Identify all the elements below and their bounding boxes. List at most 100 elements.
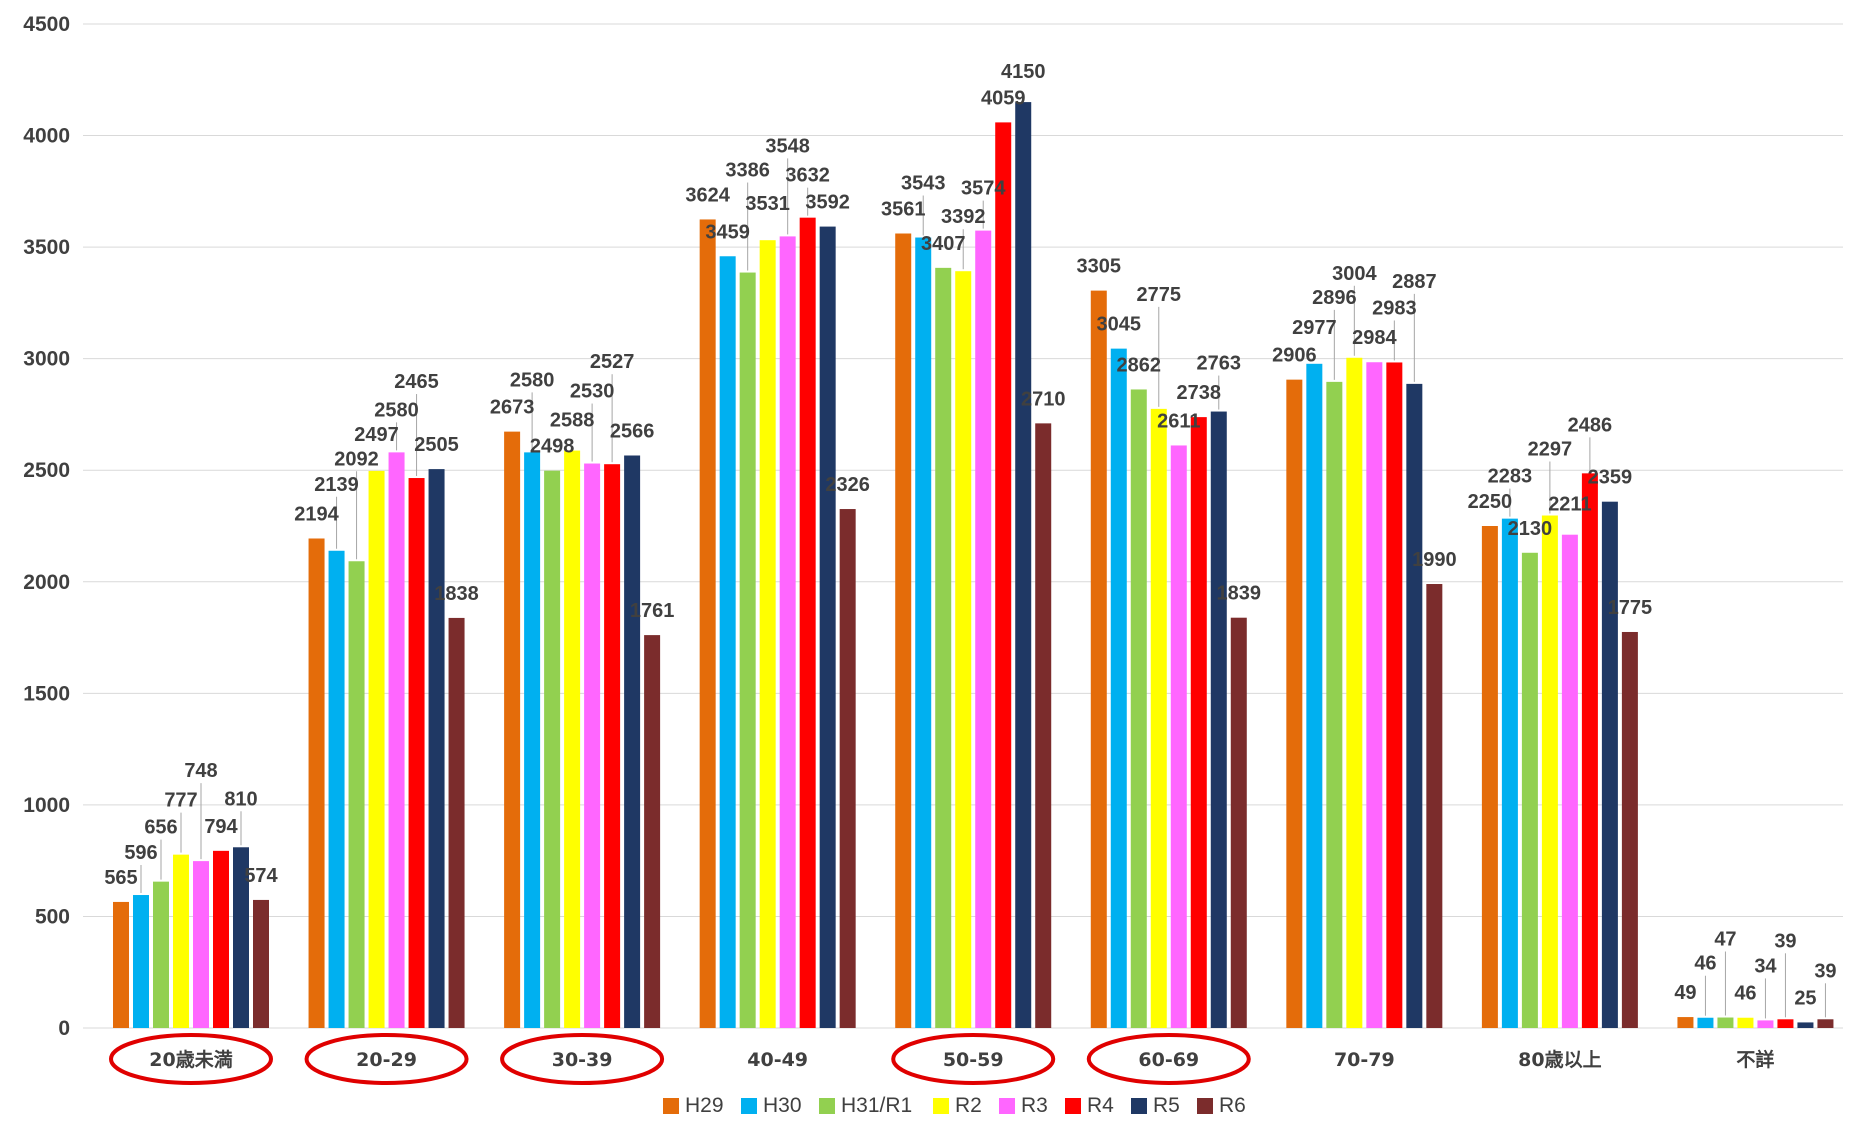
data-label-R6-7: 1775 <box>1608 597 1653 619</box>
data-label-H29-7: 2250 <box>1468 491 1513 513</box>
x-category-label-4: 50-59 <box>943 1049 1004 1071</box>
data-label-H29-5: 3305 <box>1077 256 1122 278</box>
legend-label-R3: R3 <box>1021 1094 1048 1117</box>
bar-R6-3 <box>839 509 856 1028</box>
data-label-R3-2: 2530 <box>570 381 615 403</box>
bar-H30-5 <box>1110 348 1127 1028</box>
data-label-R3-3: 3548 <box>765 135 810 157</box>
data-label-R6-1: 1838 <box>434 583 479 605</box>
data-label-R3-6: 2984 <box>1352 327 1397 349</box>
data-label-H31-R1-8: 47 <box>1714 929 1736 951</box>
bar-H31-R1-6 <box>1326 381 1343 1028</box>
data-label-H31-R1-6: 2896 <box>1312 287 1357 309</box>
data-label-R4-2: 2527 <box>590 351 635 373</box>
bar-H29-0 <box>113 901 129 1028</box>
bar-R3-7 <box>1561 534 1578 1028</box>
bar-R2-5 <box>1150 408 1167 1028</box>
legend-swatch-H30 <box>741 1098 757 1114</box>
bar-R4-7 <box>1581 473 1598 1028</box>
bar-R2-6 <box>1346 357 1363 1028</box>
highlight-ellipse-0 <box>109 1033 273 1085</box>
bar-H30-6 <box>1306 363 1323 1028</box>
data-label-H31-R1-0: 656 <box>144 817 177 839</box>
x-category-label-2: 30-39 <box>552 1049 613 1071</box>
bar-R6-2 <box>644 635 661 1028</box>
bar-R6-8 <box>1817 1019 1834 1028</box>
y-tick-label-2000: 2000 <box>23 571 70 594</box>
y-tick-label-2500: 2500 <box>23 459 70 482</box>
data-label-H29-3: 3624 <box>685 184 730 206</box>
bar-R5-6 <box>1406 383 1423 1028</box>
data-label-R2-1: 2497 <box>354 424 399 446</box>
bar-H31-R1-1 <box>348 561 365 1028</box>
bar-R4-3 <box>799 217 816 1028</box>
data-label-H30-6: 2977 <box>1292 317 1337 339</box>
x-category-label-3: 40-49 <box>747 1049 808 1071</box>
bar-R6-1 <box>448 617 465 1028</box>
bar-R4-0 <box>213 850 229 1028</box>
data-label-R4-7: 2486 <box>1568 414 1613 436</box>
data-label-R6-4: 2710 <box>1021 388 1066 410</box>
data-label-H31-R1-2: 2498 <box>530 436 575 458</box>
bar-R4-1 <box>408 478 425 1028</box>
legend-label-R4: R4 <box>1087 1094 1114 1117</box>
bar-H29-8 <box>1677 1017 1694 1028</box>
legend-label-H29: H29 <box>685 1094 724 1117</box>
y-tick-label-3000: 3000 <box>23 348 70 371</box>
bar-R2-3 <box>759 240 776 1028</box>
y-axis-ticks: 0 500 1000 1500 2000 2500 3000 3500 4000 4500 <box>23 13 70 1040</box>
bar-H29-7 <box>1481 526 1498 1028</box>
bar-R5-4 <box>1015 102 1032 1029</box>
legend-swatch-R4 <box>1065 1098 1081 1114</box>
bar-H31-R1-0 <box>153 881 169 1028</box>
bar-H30-2 <box>524 452 541 1029</box>
data-label-H29-1: 2194 <box>294 503 339 525</box>
data-label-R6-8: 39 <box>1814 960 1836 982</box>
data-label-R5-7: 2359 <box>1588 467 1633 489</box>
legend-swatch-R2 <box>933 1098 949 1114</box>
data-label-H31-R1-7: 2130 <box>1508 518 1553 540</box>
bar-R2-4 <box>955 271 972 1028</box>
bar-H29-4 <box>895 233 912 1028</box>
data-label-H30-1: 2139 <box>314 474 359 496</box>
data-label-R2-2: 2588 <box>550 410 595 432</box>
legend-label-H30: H30 <box>763 1094 802 1117</box>
bar-H30-3 <box>719 256 736 1028</box>
data-label-R5-4: 4150 <box>1001 61 1046 83</box>
data-labels: 565 596 656 777 748 794 810 574 2194 2139 20922497… <box>104 61 1836 1009</box>
data-label-R2-6: 3004 <box>1332 263 1377 285</box>
bar-R4-4 <box>995 122 1012 1029</box>
highlight-ellipse-1 <box>304 1033 469 1085</box>
bar-R4-6 <box>1386 362 1403 1028</box>
bar-H29-2 <box>504 431 521 1028</box>
data-label-H29-0: 565 <box>104 867 137 889</box>
data-label-H29-4: 3561 <box>881 199 926 221</box>
bar-R6-5 <box>1230 617 1247 1028</box>
bar-R5-5 <box>1210 411 1227 1028</box>
data-label-R4-0: 794 <box>204 816 238 838</box>
label-leader-lines <box>140 158 1826 1019</box>
bar-H30-0 <box>133 895 149 1028</box>
data-label-H29-6: 2906 <box>1272 345 1317 367</box>
y-tick-label-4000: 4000 <box>23 125 70 148</box>
bar-H30-1 <box>328 550 345 1028</box>
legend-swatch-R6 <box>1197 1098 1213 1114</box>
data-label-R2-5: 2775 <box>1137 284 1182 306</box>
y-tick-label-0: 0 <box>58 1017 70 1040</box>
bar-R4-5 <box>1190 417 1207 1028</box>
legend-label-R2: R2 <box>955 1094 982 1117</box>
highlight-ellipse-2 <box>500 1033 665 1085</box>
bar-R3-4 <box>975 230 992 1028</box>
bar-R3-6 <box>1366 362 1383 1028</box>
data-label-R6-5: 1839 <box>1217 583 1262 605</box>
bar-R3-3 <box>779 236 796 1028</box>
data-label-R4-3: 3632 <box>785 165 830 187</box>
legend-swatch-H29 <box>663 1098 679 1114</box>
data-label-H31-R1-1: 2092 <box>334 448 379 470</box>
bar-H31-R1-5 <box>1130 389 1147 1028</box>
x-category-label-6: 70-79 <box>1334 1049 1395 1071</box>
data-label-R5-8: 25 <box>1794 987 1816 1009</box>
bar-R4-2 <box>604 464 621 1028</box>
bar-R5-8 <box>1797 1022 1814 1028</box>
